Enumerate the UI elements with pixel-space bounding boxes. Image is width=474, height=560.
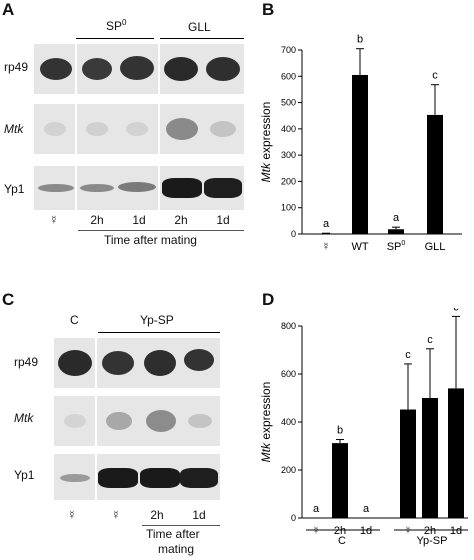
row-label-mtk: Mtk (4, 122, 24, 136)
category-label: 2h (424, 525, 436, 537)
panel-letter-d: D (262, 290, 275, 309)
y-tick-label: 0 (291, 513, 296, 523)
bar (427, 114, 443, 234)
y-tick-label: 700 (281, 45, 296, 55)
group-label-yp-sp: Yp-SP (140, 313, 174, 327)
row-label-rp49: rp49 (14, 355, 39, 369)
category-label: 1d (450, 525, 462, 537)
group-line-sp0 (76, 38, 154, 39)
group-label-c: C (338, 535, 346, 547)
lane-label-2h: 2h (174, 213, 188, 227)
significance-letter: c (427, 334, 433, 346)
lane-label-virgin: ☿ (111, 508, 121, 522)
y-tick-label: 600 (281, 369, 296, 379)
significance-letter: c (405, 349, 411, 361)
category-label: ☿ (312, 525, 320, 537)
panel-letter-b: B (262, 0, 275, 19)
group-label-sp0: SP0 (106, 18, 127, 33)
y-tick-label: 600 (281, 71, 296, 81)
lane-label-1d: 1d (192, 508, 206, 522)
y-tick-label: 400 (281, 417, 296, 427)
lane-label-2h: 2h (150, 508, 164, 522)
significance-letter: a (323, 218, 330, 230)
caption-time-after-mating: Time after mating (104, 233, 197, 247)
blot-a-rp49 (34, 44, 244, 94)
category-label: 1d (360, 525, 372, 537)
caption-underline (142, 525, 220, 526)
lane-label-virgin: ☿ (49, 213, 59, 227)
lane-label-2h: 2h (90, 213, 104, 227)
caption-mating: mating (158, 542, 195, 556)
blot-a-yp1 (34, 166, 244, 210)
lane-label-1d: 1d (132, 213, 146, 227)
row-label-yp1: Yp1 (4, 182, 25, 196)
category-label: ☿ (322, 241, 330, 253)
row-label-mtk: Mtk (14, 411, 34, 425)
panel-letter-c: C (2, 290, 15, 309)
bar (400, 409, 416, 518)
caption-underline (78, 230, 244, 231)
lane-label-virgin: ☿ (67, 508, 77, 522)
blot-c-rp49 (54, 338, 220, 388)
bar (318, 233, 334, 234)
significance-letter: a (313, 503, 320, 515)
y-tick-label: 200 (281, 465, 296, 475)
blot-a-mtk (34, 104, 244, 154)
chart-b: 0 100 200 300 400 500 600 700 Mtk expression a ☿ b W… (259, 34, 462, 253)
panel-letter-a: A (2, 0, 15, 19)
group-label-c: C (70, 313, 79, 327)
bar (388, 229, 404, 234)
category-label: SP0 (387, 240, 406, 253)
group-label-yp-sp: Yp-SP (417, 535, 448, 547)
y-tick-label: 200 (281, 176, 296, 186)
category-label: WT (351, 241, 368, 253)
y-tick-label: 400 (281, 124, 296, 134)
significance-letter: c (432, 70, 438, 82)
row-label-rp49: rp49 (4, 60, 29, 74)
y-axis-label: Mtk expression (259, 102, 273, 183)
significance-letter: a (393, 212, 400, 224)
category-label: ☿ (404, 525, 412, 537)
row-label-yp1: Yp1 (14, 468, 35, 482)
chart-d: 0 200 400 600 800 Mtk expression a ☿ b 2h a 1d c ☿ c 2h… (259, 308, 468, 547)
lane-label-1d: 1d (216, 213, 230, 227)
group-line-gll (160, 38, 244, 39)
y-tick-label: 300 (281, 150, 296, 160)
significance-letter: a (363, 503, 370, 515)
significance-letter: c (453, 308, 459, 313)
caption-time-after: Time after (146, 527, 200, 541)
y-tick-label: 100 (281, 203, 296, 213)
blot-c-yp1 (54, 454, 220, 500)
y-tick-label: 800 (281, 321, 296, 331)
y-tick-label: 500 (281, 98, 296, 108)
category-label: 2h (334, 525, 346, 537)
bar (448, 388, 464, 518)
category-label: GLL (425, 241, 446, 253)
bar (422, 398, 438, 518)
group-line-yp-sp (98, 332, 220, 333)
group-label-gll: GLL (188, 20, 211, 34)
blot-c-mtk (54, 396, 220, 446)
y-axis-label: Mtk expression (259, 382, 273, 463)
significance-letter: b (337, 425, 343, 437)
y-tick-label: 0 (291, 229, 296, 239)
bar (332, 443, 348, 518)
significance-letter: b (357, 34, 363, 46)
bar (352, 74, 368, 234)
